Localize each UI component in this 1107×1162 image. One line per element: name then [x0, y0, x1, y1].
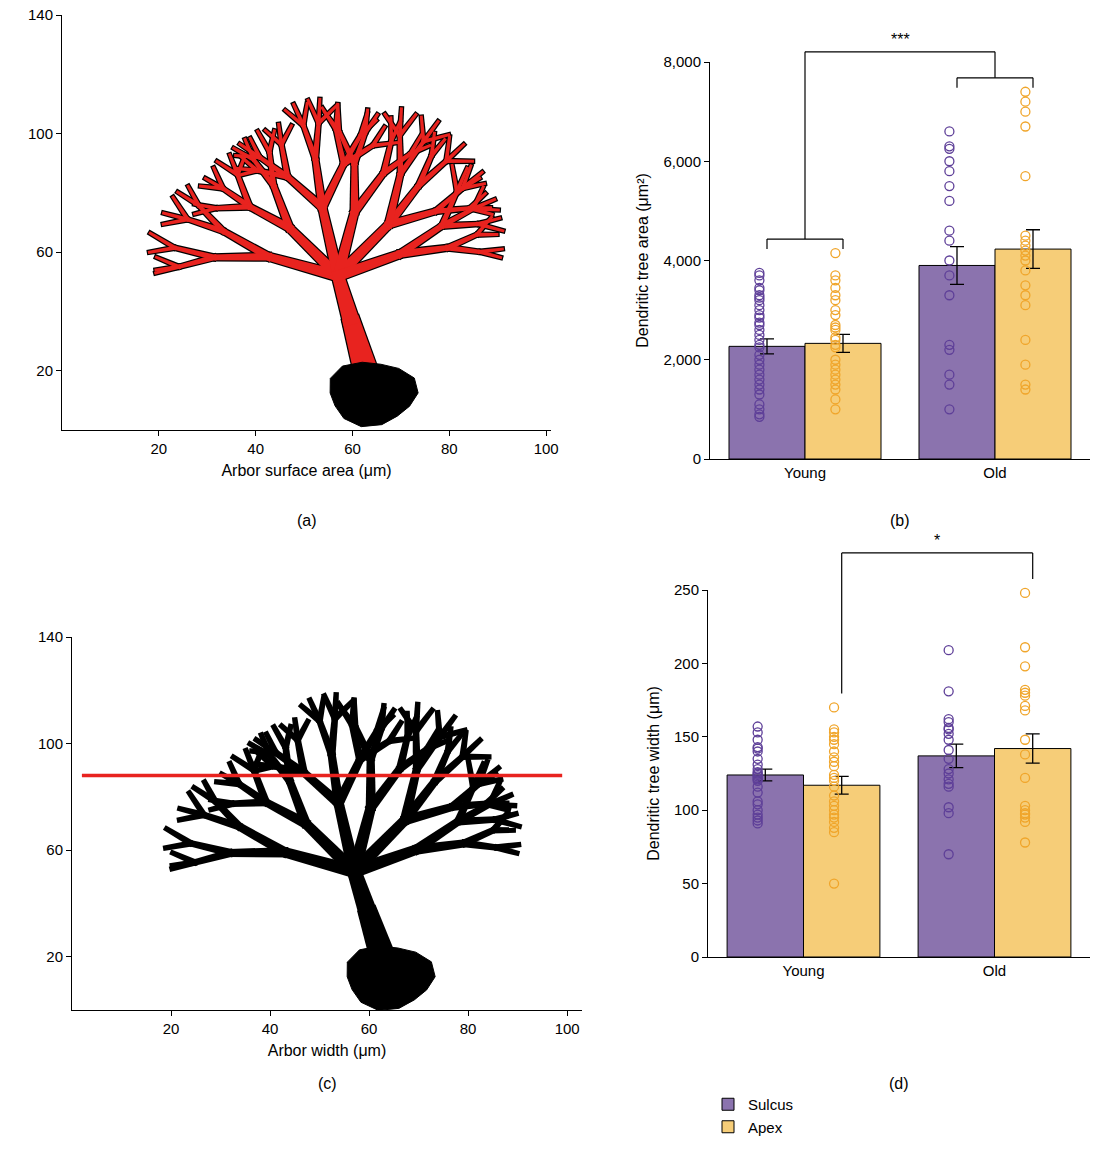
svg-text:80: 80	[441, 440, 458, 457]
svg-text:2,000: 2,000	[663, 351, 701, 368]
svg-text:20: 20	[150, 440, 167, 457]
svg-text:Old: Old	[983, 962, 1006, 979]
svg-text:(b): (b)	[890, 512, 910, 529]
svg-text:60: 60	[36, 243, 53, 260]
svg-text:Dendritic tree width (μm): Dendritic tree width (μm)	[645, 686, 662, 861]
svg-text:(a): (a)	[297, 512, 317, 529]
svg-text:80: 80	[460, 1020, 477, 1037]
svg-text:140: 140	[38, 628, 63, 645]
svg-text:Sulcus: Sulcus	[748, 1096, 793, 1113]
svg-text:100: 100	[534, 440, 559, 457]
svg-text:***: ***	[891, 31, 910, 48]
svg-text:40: 40	[262, 1020, 279, 1037]
svg-text:100: 100	[38, 735, 63, 752]
svg-text:Arbor surface area (μm): Arbor surface area (μm)	[221, 462, 391, 479]
svg-text:60: 60	[344, 440, 361, 457]
svg-text:8,000: 8,000	[663, 53, 701, 70]
svg-text:Young: Young	[783, 962, 825, 979]
svg-text:20: 20	[36, 362, 53, 379]
svg-text:40: 40	[247, 440, 264, 457]
svg-text:4,000: 4,000	[663, 252, 701, 269]
svg-text:150: 150	[674, 728, 699, 745]
svg-text:*: *	[934, 532, 940, 549]
svg-text:(d): (d)	[889, 1075, 909, 1092]
svg-text:Dendritic tree area (μm²): Dendritic tree area (μm²)	[634, 173, 651, 348]
svg-text:20: 20	[46, 948, 63, 965]
svg-text:Apex: Apex	[748, 1119, 783, 1136]
svg-text:100: 100	[555, 1020, 580, 1037]
svg-text:50: 50	[682, 875, 699, 892]
svg-text:6,000: 6,000	[663, 153, 701, 170]
svg-text:(c): (c)	[318, 1075, 337, 1092]
svg-text:100: 100	[28, 125, 53, 142]
svg-text:250: 250	[674, 581, 699, 598]
svg-text:140: 140	[28, 6, 53, 23]
svg-text:100: 100	[674, 801, 699, 818]
svg-text:20: 20	[163, 1020, 180, 1037]
svg-text:60: 60	[361, 1020, 378, 1037]
svg-text:0: 0	[691, 948, 699, 965]
svg-text:Arbor width (μm): Arbor width (μm)	[268, 1042, 387, 1059]
svg-text:0: 0	[693, 450, 701, 467]
svg-text:60: 60	[46, 841, 63, 858]
svg-text:Young: Young	[784, 464, 826, 481]
svg-text:200: 200	[674, 655, 699, 672]
svg-text:Old: Old	[983, 464, 1006, 481]
